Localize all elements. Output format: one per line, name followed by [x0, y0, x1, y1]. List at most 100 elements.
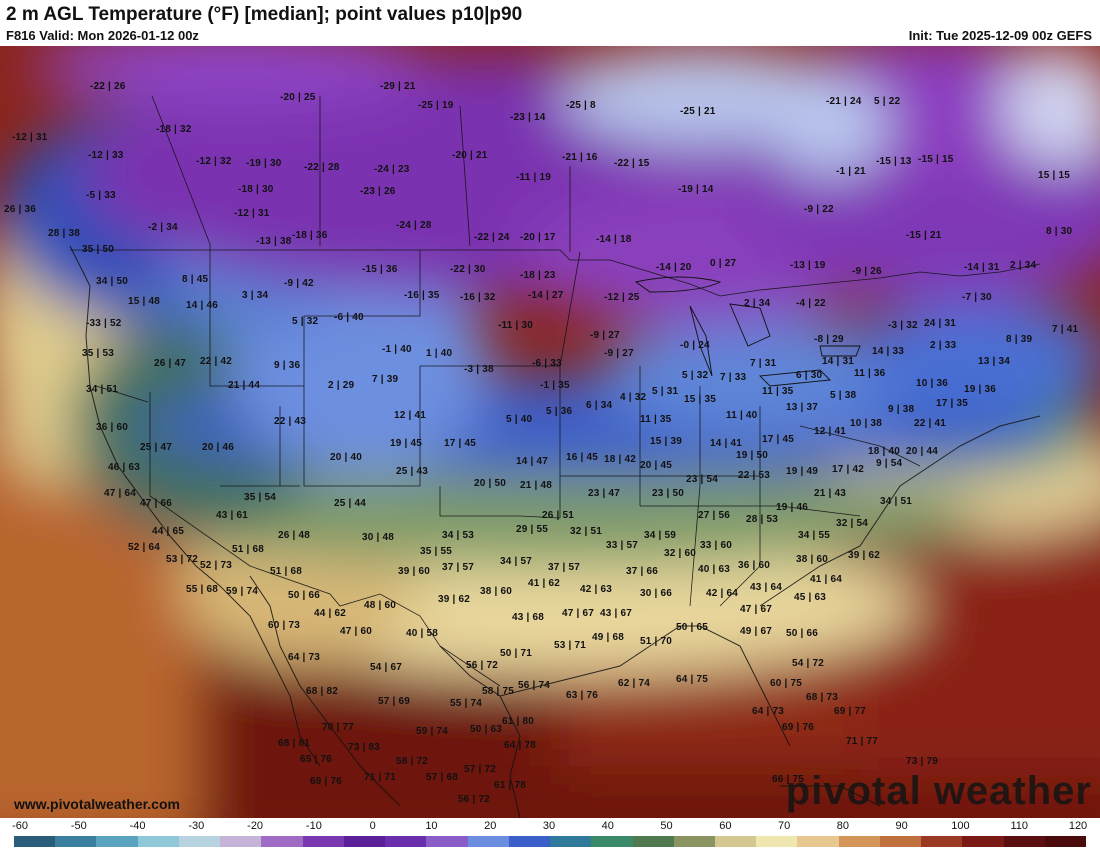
point-value: -15 | 21	[906, 230, 942, 241]
point-value: 27 | 56	[698, 510, 731, 521]
point-value: 45 | 63	[794, 592, 827, 603]
point-value: 33 | 57	[606, 540, 639, 551]
point-value: -23 | 26	[360, 186, 396, 197]
point-value: 51 | 70	[640, 636, 673, 647]
point-value: 73 | 79	[906, 756, 939, 767]
point-value: 43 | 61	[216, 510, 249, 521]
point-value: 19 | 36	[964, 384, 997, 395]
point-value: 55 | 68	[186, 584, 219, 595]
point-value: 4 | 32	[620, 392, 647, 403]
point-value: -14 | 18	[596, 234, 632, 245]
point-value: 26 | 36	[4, 204, 37, 215]
colorbar-swatch	[302, 836, 344, 847]
map-title: 2 m AGL Temperature (°F) [median]; point…	[6, 4, 523, 25]
point-value: 12 | 41	[814, 426, 847, 437]
point-value: -13 | 38	[256, 236, 292, 247]
point-value: 7 | 31	[750, 358, 777, 369]
point-value: 21 | 44	[228, 380, 261, 391]
point-value: 9 | 54	[876, 458, 903, 469]
point-value: 39 | 62	[848, 550, 881, 561]
point-value: -22 | 26	[90, 81, 126, 92]
point-value: 49 | 67	[740, 626, 773, 637]
colorbar-swatch	[756, 836, 798, 847]
point-value: 36 | 60	[738, 560, 771, 571]
point-value: -16 | 32	[460, 292, 496, 303]
point-value: 60 | 75	[770, 678, 803, 689]
point-value: -29 | 21	[380, 81, 416, 92]
point-value: 64 | 73	[288, 652, 321, 663]
point-value: 53 | 71	[554, 640, 587, 651]
point-value: 70 | 77	[322, 722, 355, 733]
point-value: 39 | 60	[398, 566, 431, 577]
point-value: 59 | 74	[226, 586, 259, 597]
point-value: -12 | 32	[196, 156, 232, 167]
point-value: 69 | 76	[782, 722, 815, 733]
header: 2 m AGL Temperature (°F) [median]; point…	[0, 0, 1100, 46]
point-value: -1 | 40	[382, 344, 412, 355]
point-value: 62 | 74	[618, 678, 651, 689]
point-value: 56 | 74	[518, 680, 551, 691]
point-value: 58 | 75	[482, 686, 515, 697]
point-value: 8 | 39	[1006, 334, 1033, 345]
point-value: -20 | 17	[520, 232, 556, 243]
point-value: 36 | 60	[96, 422, 129, 433]
point-value: 8 | 30	[1046, 226, 1073, 237]
point-value: 43 | 64	[750, 582, 783, 593]
point-value: 60 | 73	[268, 620, 301, 631]
colorbar-swatch	[962, 836, 1004, 847]
point-value: -9 | 27	[604, 348, 634, 359]
point-value: 5 | 40	[506, 414, 533, 425]
point-value: 20 | 46	[202, 442, 235, 453]
colorbar-swatch	[879, 836, 922, 847]
colorbar-swatch	[14, 836, 56, 847]
point-value: 34 | 50	[96, 276, 129, 287]
colorbar-swatch	[632, 836, 674, 847]
point-value: 10 | 36	[916, 378, 949, 389]
point-value: -25 | 21	[680, 106, 716, 117]
point-value: 14 | 47	[516, 456, 549, 467]
point-value: -22 | 28	[304, 162, 340, 173]
point-value: -12 | 33	[88, 150, 124, 161]
point-value: 23 | 50	[652, 488, 685, 499]
colorbar-tick-label: -60	[12, 820, 28, 832]
point-value: -33 | 52	[86, 318, 122, 329]
point-value: -1 | 21	[836, 166, 866, 177]
point-value: 69 | 77	[834, 706, 867, 717]
point-value: 26 | 47	[154, 358, 187, 369]
point-value: 15 | 15	[1038, 170, 1071, 181]
point-value: 35 | 50	[82, 244, 115, 255]
valid-time: F816 Valid: Mon 2026-01-12 00z	[6, 28, 199, 43]
colorbar-tick-label: 90	[895, 820, 908, 832]
brand-watermark: pivotal weather	[785, 769, 1092, 813]
point-value: 30 | 66	[640, 588, 673, 599]
point-value: 68 | 73	[806, 692, 839, 703]
colorbar-tick-label: 10	[425, 820, 438, 832]
point-value: 40 | 58	[406, 628, 439, 639]
point-value: 19 | 46	[776, 502, 809, 513]
point-value: 23 | 54	[686, 474, 719, 485]
point-value: -15 | 36	[362, 264, 398, 275]
point-value: -16 | 35	[404, 290, 440, 301]
point-value: 51 | 68	[232, 544, 265, 555]
point-value: 13 | 37	[786, 402, 819, 413]
point-value: 47 | 66	[140, 498, 173, 509]
website-label[interactable]: www.pivotalweather.com	[14, 796, 180, 812]
point-value: 32 | 54	[836, 518, 869, 529]
colorbar-swatch	[96, 836, 138, 847]
point-value: -12 | 31	[12, 132, 48, 143]
temperature-map[interactable]: -22 | 26 -20 | 25 -29 | 21 -25 | 19 -23 | 14…	[0, 46, 1100, 818]
point-value: 29 | 55	[516, 524, 549, 535]
point-value: 41 | 64	[810, 574, 843, 585]
point-value: 43 | 67	[600, 608, 633, 619]
point-value: 2 | 34	[1010, 260, 1037, 271]
point-value: -9 | 26	[852, 266, 882, 277]
point-value: 2 | 29	[328, 380, 355, 391]
colorbar-swatch	[178, 836, 221, 847]
point-value: 50 | 63	[470, 724, 503, 735]
colorbar-swatch	[261, 836, 303, 847]
point-value: -15 | 13	[876, 156, 912, 167]
point-value: -14 | 20	[656, 262, 692, 273]
point-value: 13 | 34	[978, 356, 1011, 367]
point-value: 34 | 55	[798, 530, 831, 541]
point-value: 19 | 45	[390, 438, 423, 449]
